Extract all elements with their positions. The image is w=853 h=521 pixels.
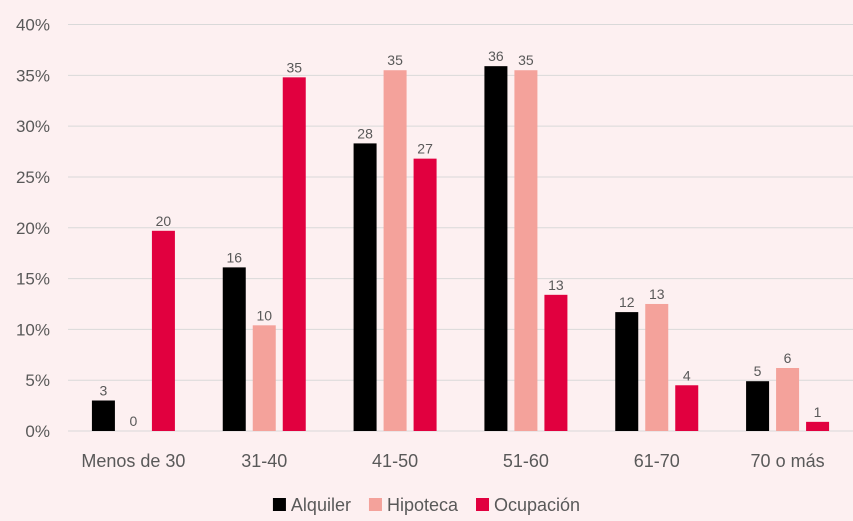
x-tick-label: 70 o más bbox=[751, 451, 825, 471]
bar-alquiler bbox=[91, 400, 115, 431]
bar-hipoteca bbox=[514, 70, 538, 431]
bars bbox=[91, 66, 830, 431]
legend-label: Alquiler bbox=[291, 495, 351, 515]
data-label: 16 bbox=[226, 249, 242, 265]
data-label: 28 bbox=[357, 125, 373, 141]
y-tick-label: 40% bbox=[16, 16, 50, 35]
gridlines bbox=[68, 24, 853, 432]
bar-alquiler bbox=[222, 267, 246, 431]
bar-ocupación bbox=[413, 158, 437, 431]
legend-swatch bbox=[272, 498, 286, 511]
data-label: 36 bbox=[488, 48, 504, 64]
data-label: 13 bbox=[548, 277, 564, 293]
bar-alquiler bbox=[353, 143, 377, 431]
data-label: 10 bbox=[256, 307, 272, 323]
data-label: 35 bbox=[387, 52, 403, 68]
bar-alquiler bbox=[615, 312, 639, 431]
y-tick-label: 0% bbox=[25, 422, 50, 441]
bar-hipoteca bbox=[383, 70, 407, 431]
data-label: 13 bbox=[649, 286, 665, 302]
legend: Alquiler Hipoteca Ocupación bbox=[272, 495, 580, 515]
bar-ocupación bbox=[151, 230, 175, 431]
legend-swatch bbox=[476, 498, 490, 511]
data-label: 6 bbox=[784, 350, 792, 366]
data-label: 35 bbox=[518, 52, 534, 68]
bar-alquiler bbox=[484, 66, 508, 431]
bar-alquiler bbox=[746, 381, 770, 431]
y-axis-ticks: 0% 5% 10% 15% 20% 25% 30% 35% 40% bbox=[16, 16, 50, 442]
y-tick-label: 25% bbox=[16, 168, 50, 187]
data-label: 1 bbox=[814, 404, 822, 420]
x-tick-label: 41-50 bbox=[372, 451, 418, 471]
y-tick-label: 10% bbox=[16, 320, 50, 339]
bar-ocupación bbox=[675, 385, 699, 431]
legend-label: Ocupación bbox=[494, 495, 580, 515]
y-tick-label: 20% bbox=[16, 219, 50, 238]
data-label: 3 bbox=[100, 383, 108, 399]
x-axis-ticks: Menos de 30 31-40 41-50 51-60 61-70 70 o más bbox=[81, 451, 824, 471]
data-label: 35 bbox=[286, 59, 302, 75]
bar-hipoteca bbox=[645, 303, 669, 431]
bar-ocupación bbox=[806, 421, 830, 431]
bar-hipoteca bbox=[776, 367, 800, 431]
x-tick-label: 51-60 bbox=[503, 451, 549, 471]
legend-label: Hipoteca bbox=[387, 495, 459, 515]
bar-ocupación bbox=[544, 294, 568, 431]
y-tick-label: 35% bbox=[16, 66, 50, 85]
data-label: 20 bbox=[156, 213, 172, 229]
legend-swatch bbox=[368, 498, 382, 511]
bar-hipoteca bbox=[252, 325, 276, 431]
data-labels: 3 16 28 36 12 5 0 10 35 35 13 6 20 35 27 13 4 1 bbox=[100, 48, 822, 429]
data-label: 0 bbox=[130, 413, 138, 429]
y-tick-label: 5% bbox=[25, 371, 50, 390]
data-label: 4 bbox=[683, 367, 691, 383]
y-tick-label: 15% bbox=[16, 270, 50, 289]
bar-ocupación bbox=[282, 77, 306, 431]
x-tick-label: 61-70 bbox=[634, 451, 680, 471]
x-tick-label: 31-40 bbox=[241, 451, 287, 471]
data-label: 12 bbox=[619, 294, 635, 310]
data-label: 5 bbox=[754, 363, 762, 379]
x-tick-label: Menos de 30 bbox=[81, 451, 185, 471]
data-label: 27 bbox=[417, 141, 433, 157]
y-tick-label: 30% bbox=[16, 117, 50, 136]
